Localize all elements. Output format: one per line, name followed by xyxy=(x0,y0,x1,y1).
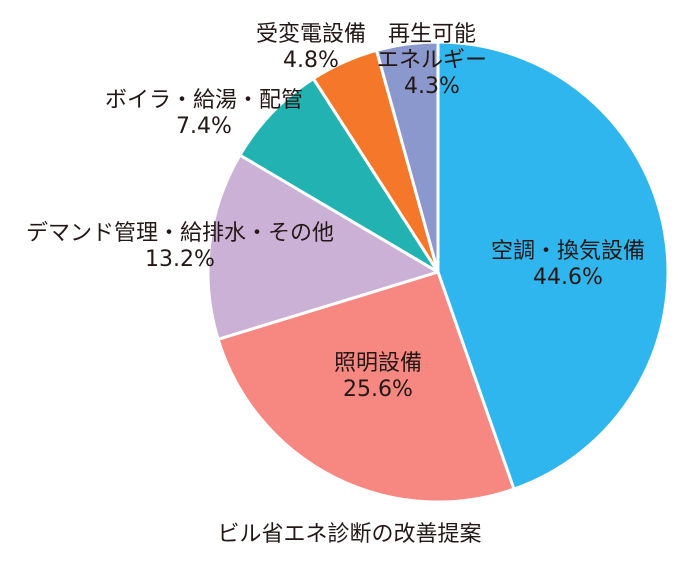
slice-value-label: 4.8% xyxy=(283,48,339,73)
slice-labels: 空調・換気設備 44.6% 照明設備 25.6% デマンド管理・給排水・その他 13.2%… xyxy=(26,22,645,402)
chart-title: ビル省エネ診断の改善提案 xyxy=(217,522,482,547)
slice-boiler xyxy=(238,77,440,274)
slice-name-label: 空調・換気設備 xyxy=(491,239,645,264)
slice-value-label: 25.6% xyxy=(343,377,413,402)
slice-value-label: 13.2% xyxy=(145,247,215,272)
slice-value-label: 7.4% xyxy=(176,114,232,139)
pie-slices xyxy=(206,40,670,504)
slice-value-label: 4.3% xyxy=(404,74,460,99)
label-lighting: 照明設備 25.6% xyxy=(334,351,422,402)
label-demand-other: デマンド管理・給排水・その他 13.2% xyxy=(26,221,334,272)
slice-value-label: 44.6% xyxy=(533,265,603,290)
label-renewable: 再生可能エネルギー 4.3% xyxy=(377,22,487,99)
slice-name-label: ボイラ・給湯・配管 xyxy=(105,88,303,113)
slice-hvac xyxy=(436,40,670,491)
label-boiler: ボイラ・給湯・配管 7.4% xyxy=(105,88,303,139)
slice-name-label: 照明設備 xyxy=(334,351,422,376)
slice-lighting xyxy=(216,270,516,504)
slice-renewable xyxy=(375,40,440,274)
label-hvac: 空調・換気設備 44.6% xyxy=(491,239,645,290)
slice-name-label: デマンド管理・給排水・その他 xyxy=(26,221,334,246)
slice-name-label: エネルギー xyxy=(377,48,487,73)
slice-demand-other xyxy=(206,153,440,341)
slice-name-label: 受変電設備 xyxy=(256,22,366,47)
slice-name-label: 再生可能 xyxy=(388,22,476,47)
label-substation: 受変電設備 4.8% xyxy=(256,22,366,73)
